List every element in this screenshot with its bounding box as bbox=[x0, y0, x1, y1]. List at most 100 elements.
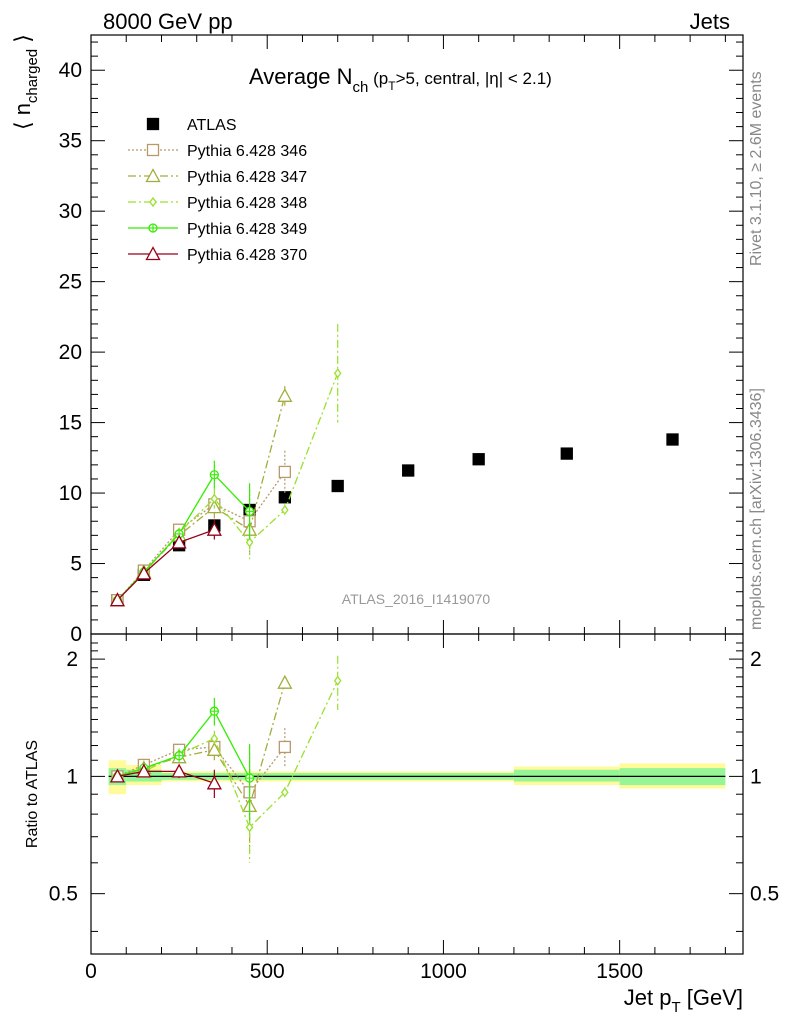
main-series-line bbox=[116, 529, 215, 601]
legend-label: Pythia 6.428 349 bbox=[187, 221, 307, 238]
main-y-tick-label: 35 bbox=[59, 130, 82, 153]
main-y-tick-label: 20 bbox=[59, 341, 82, 364]
main-data-point bbox=[171, 534, 187, 549]
legend-label: Pythia 6.428 370 bbox=[187, 247, 307, 264]
legend-label: ATLAS bbox=[187, 117, 237, 134]
ratio-y-tick-label-left: 0.5 bbox=[49, 883, 78, 906]
ratio-y-tick-label-right: 1 bbox=[750, 765, 762, 788]
legend-entry-4: Pythia 6.428 349 bbox=[128, 221, 307, 238]
x-tick-label: 500 bbox=[250, 960, 285, 983]
main-data-point bbox=[666, 433, 679, 446]
legend-marker bbox=[146, 143, 160, 157]
x-tick-label: 1000 bbox=[420, 960, 467, 983]
ratio-series-line bbox=[117, 682, 286, 808]
legend-entry-5: Pythia 6.428 370 bbox=[128, 246, 307, 264]
ratio-data-point bbox=[245, 822, 254, 833]
main-data-point bbox=[278, 465, 291, 479]
ratio-series-line bbox=[117, 680, 339, 829]
legend-marker bbox=[145, 246, 161, 261]
main-data-point bbox=[331, 479, 344, 493]
legend-label: Pythia 6.428 348 bbox=[187, 195, 307, 212]
main-series-5 bbox=[109, 519, 222, 607]
legend-entry-1: Pythia 6.428 346 bbox=[128, 143, 307, 160]
main-data-point bbox=[206, 521, 222, 536]
ratio-data-point bbox=[278, 740, 291, 754]
y-label-main: ⟨ n bbox=[10, 103, 35, 130]
x-label-unit: [GeV] bbox=[681, 985, 743, 1010]
chart-title-suffix-rest: >5, central, |η| < 2.1) bbox=[396, 69, 552, 88]
ratio-data-point bbox=[136, 763, 152, 778]
legend-label: Pythia 6.428 347 bbox=[187, 169, 307, 186]
legend-marker bbox=[145, 168, 161, 183]
ratio-data-point bbox=[206, 741, 222, 756]
main-y-tick-label: 10 bbox=[59, 482, 82, 505]
ratio-y-tick-label-right: 0.5 bbox=[750, 883, 779, 906]
header-right-label: Jets bbox=[689, 9, 730, 34]
legend-entry-3: Pythia 6.428 348 bbox=[128, 195, 307, 212]
y-label-sub: charged bbox=[24, 49, 41, 103]
ratio-panel-data bbox=[109, 655, 342, 863]
chart-title-suffix-sub: T bbox=[388, 79, 396, 93]
main-data-point bbox=[210, 493, 219, 504]
ratio-uncertainty-band bbox=[108, 760, 726, 795]
main-y-tick-label: 40 bbox=[59, 59, 82, 82]
x-tick-label: 0 bbox=[85, 960, 97, 983]
ratio-y-tick-label-right: 2 bbox=[750, 648, 762, 671]
ratio-data-point bbox=[333, 675, 342, 686]
main-series-0 bbox=[111, 433, 679, 607]
main-y-axis-label: ⟨ ncharged ⟩ bbox=[10, 34, 41, 130]
legend-marker bbox=[146, 117, 160, 131]
main-y-tick-label: 0 bbox=[70, 623, 82, 646]
ratio-data-point bbox=[206, 775, 222, 790]
main-data-point bbox=[402, 464, 415, 477]
main-series-1 bbox=[111, 450, 291, 607]
ratio-data-point bbox=[171, 763, 187, 778]
legend: ATLAS Pythia 6.428 346 Pythia 6.428 347 Pyt… bbox=[128, 117, 307, 264]
main-data-point bbox=[333, 368, 342, 379]
x-label-main: Jet p bbox=[624, 985, 672, 1010]
main-data-point bbox=[244, 506, 255, 517]
ratio-data-point bbox=[244, 773, 255, 783]
ratio-y-axis-label: Ratio to ATLAS bbox=[24, 740, 41, 848]
legend-entry-0: ATLAS bbox=[146, 117, 237, 134]
legend-marker bbox=[148, 223, 158, 233]
main-data-point bbox=[560, 447, 573, 460]
ratio-data-point bbox=[277, 674, 293, 689]
x-tick-label: 1500 bbox=[596, 960, 643, 983]
legend-label: Pythia 6.428 346 bbox=[187, 143, 307, 160]
legend-entry-2: Pythia 6.428 347 bbox=[128, 168, 307, 186]
ratio-series-line bbox=[117, 770, 215, 784]
ratio-data-point bbox=[210, 733, 219, 744]
main-data-point bbox=[281, 504, 289, 516]
main-data-point bbox=[209, 470, 220, 480]
main-data-point bbox=[278, 491, 291, 504]
y-label-end: ⟩ bbox=[10, 34, 35, 49]
main-data-point bbox=[472, 453, 485, 466]
ratio-data-point bbox=[209, 706, 220, 716]
main-y-tick-label: 15 bbox=[59, 412, 82, 435]
chart-title-sub: ch bbox=[353, 79, 369, 96]
band-inner bbox=[513, 769, 620, 782]
ratio-data-point bbox=[281, 787, 289, 798]
main-y-tick-label: 30 bbox=[59, 200, 82, 223]
main-series-3 bbox=[113, 323, 342, 606]
ratio-series-0 bbox=[111, 728, 291, 845]
ratio-series-4 bbox=[109, 763, 222, 799]
ratio-y-tick-label-left: 1 bbox=[66, 765, 78, 788]
ratio-plot-frame bbox=[90, 633, 744, 955]
main-data-point bbox=[109, 592, 126, 607]
main-data-point bbox=[136, 565, 152, 580]
chart-title-main: Average N bbox=[249, 64, 353, 89]
ratio-data-point bbox=[109, 768, 126, 783]
ratio-y-tick-label-left: 2 bbox=[66, 648, 78, 671]
header-left-label: 8000 GeV pp bbox=[103, 9, 233, 34]
legend-marker bbox=[149, 196, 157, 208]
main-y-tick-label: 25 bbox=[59, 271, 82, 294]
x-label-sub: T bbox=[671, 999, 680, 1016]
main-series-line bbox=[116, 373, 339, 601]
main-panel-data bbox=[109, 323, 679, 607]
main-data-point bbox=[245, 537, 254, 548]
main-data-point bbox=[277, 387, 293, 402]
chart-title-suffix: (p bbox=[368, 69, 388, 88]
